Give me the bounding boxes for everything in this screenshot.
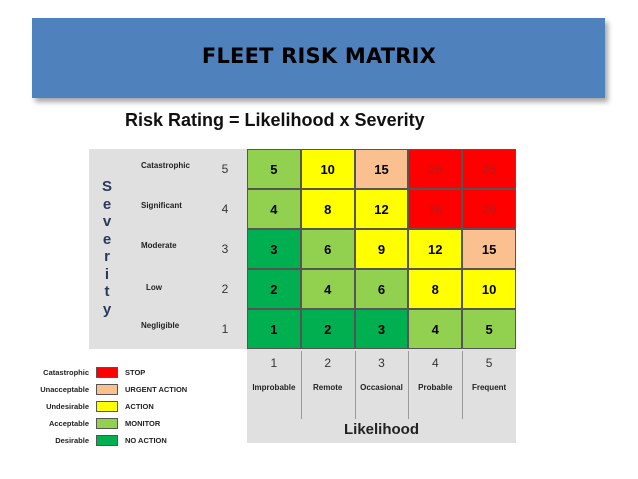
likelihood-column-label: Occasional <box>360 383 403 392</box>
matrix-cell: 4 <box>247 189 301 229</box>
likelihood-column-label: Probable <box>418 383 453 392</box>
legend-category-label: Catastrophic <box>43 368 89 377</box>
matrix-cell: 12 <box>408 229 463 269</box>
likelihood-panel <box>247 349 516 443</box>
column-divider <box>408 351 410 419</box>
likelihood-column-value: 3 <box>378 356 385 370</box>
severity-row-value: 1 <box>221 322 229 336</box>
legend-category-label: Unacceptable <box>40 385 89 394</box>
severity-row-label: Moderate <box>141 241 177 250</box>
legend-category-label: Undesirable <box>46 402 89 411</box>
likelihood-column-label: Remote <box>313 383 343 392</box>
matrix-cell: 15 <box>354 149 409 189</box>
severity-row-label: Negligible <box>141 321 180 330</box>
legend-color-swatch <box>96 435 118 446</box>
legend-color-swatch <box>96 401 118 412</box>
severity-letter: r <box>104 248 110 265</box>
legend-action-label: ACTION <box>125 402 154 411</box>
legend-color-swatch <box>96 384 118 395</box>
matrix-cell: 20 <box>462 189 516 229</box>
matrix-cell: 8 <box>408 269 463 309</box>
legend-color-swatch <box>96 367 118 378</box>
matrix-cell: 20 <box>408 149 463 189</box>
legend-category-label: Acceptable <box>48 419 89 428</box>
severity-row-value: 4 <box>221 202 229 216</box>
likelihood-axis-title: Likelihood <box>344 421 419 438</box>
title-banner <box>32 18 605 98</box>
legend-action-label: NO ACTION <box>125 436 167 445</box>
matrix-subtitle: Risk Rating = Likelihood x Severity <box>125 110 425 130</box>
matrix-cell: 25 <box>462 149 516 189</box>
matrix-cell: 8 <box>300 189 355 229</box>
severity-letter: S <box>101 178 112 195</box>
column-divider <box>354 351 356 419</box>
legend-action-label: MONITOR <box>125 419 161 428</box>
page-title: FLEET RISK MATRIX <box>201 44 437 68</box>
matrix-cell: 10 <box>462 269 516 309</box>
column-divider <box>300 351 302 419</box>
legend-action-label: URGENT ACTION <box>125 385 188 394</box>
severity-row-value: 2 <box>221 282 229 296</box>
severity-letter: e <box>102 195 112 213</box>
legend-category-label: Desirable <box>55 436 89 445</box>
severity-letter: e <box>102 230 112 248</box>
matrix-cell: 10 <box>300 149 355 189</box>
severity-letter: y <box>102 300 112 318</box>
severity-row-label: Low <box>146 283 162 292</box>
likelihood-column-value: 1 <box>270 356 278 370</box>
legend-color-swatch <box>96 418 118 429</box>
matrix-cell: 2 <box>247 269 301 309</box>
matrix-cell: 1 <box>247 309 301 349</box>
severity-letter: v <box>102 213 112 230</box>
legend-action-label: STOP <box>125 368 146 377</box>
likelihood-column-label: Improbable <box>252 383 296 392</box>
matrix-cell: 9 <box>354 229 409 269</box>
severity-row-label: Significant <box>141 201 182 210</box>
severity-row-value: 3 <box>221 242 229 256</box>
matrix-cell: 4 <box>408 309 463 349</box>
matrix-cell: 15 <box>462 229 516 269</box>
severity-letter: t <box>104 283 110 300</box>
column-divider <box>462 351 464 419</box>
severity-panel <box>89 149 247 349</box>
matrix-cell: 3 <box>247 229 301 269</box>
matrix-cell: 2 <box>300 309 355 349</box>
likelihood-column-value: 2 <box>324 356 332 370</box>
severity-row-value: 5 <box>221 162 229 176</box>
likelihood-column-value: 4 <box>431 356 439 370</box>
matrix-cell: 6 <box>300 229 355 269</box>
matrix-cell: 5 <box>462 309 516 349</box>
likelihood-column-label: Frequent <box>471 383 507 392</box>
severity-letter: i <box>104 265 110 283</box>
matrix-cell: 6 <box>354 269 409 309</box>
severity-row-label: Catastrophic <box>141 161 190 170</box>
likelihood-column-value: 5 <box>485 356 493 370</box>
matrix-cell: 16 <box>408 189 463 229</box>
matrix-cell: 5 <box>247 149 301 189</box>
matrix-cell: 3 <box>354 309 409 349</box>
matrix-cell: 12 <box>354 189 409 229</box>
matrix-cell: 4 <box>300 269 355 309</box>
